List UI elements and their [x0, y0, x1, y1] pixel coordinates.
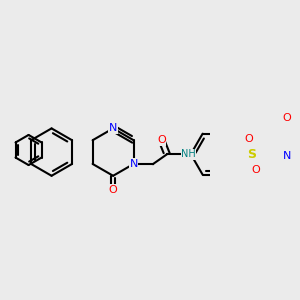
Text: O: O: [244, 134, 253, 144]
Text: O: O: [157, 135, 166, 145]
Text: N: N: [283, 151, 291, 160]
Text: NH: NH: [181, 149, 196, 159]
Text: N: N: [130, 159, 138, 169]
Text: O: O: [109, 185, 118, 195]
Text: O: O: [251, 164, 260, 175]
Text: S: S: [248, 148, 256, 161]
Text: N: N: [109, 123, 117, 134]
Text: O: O: [283, 113, 291, 123]
